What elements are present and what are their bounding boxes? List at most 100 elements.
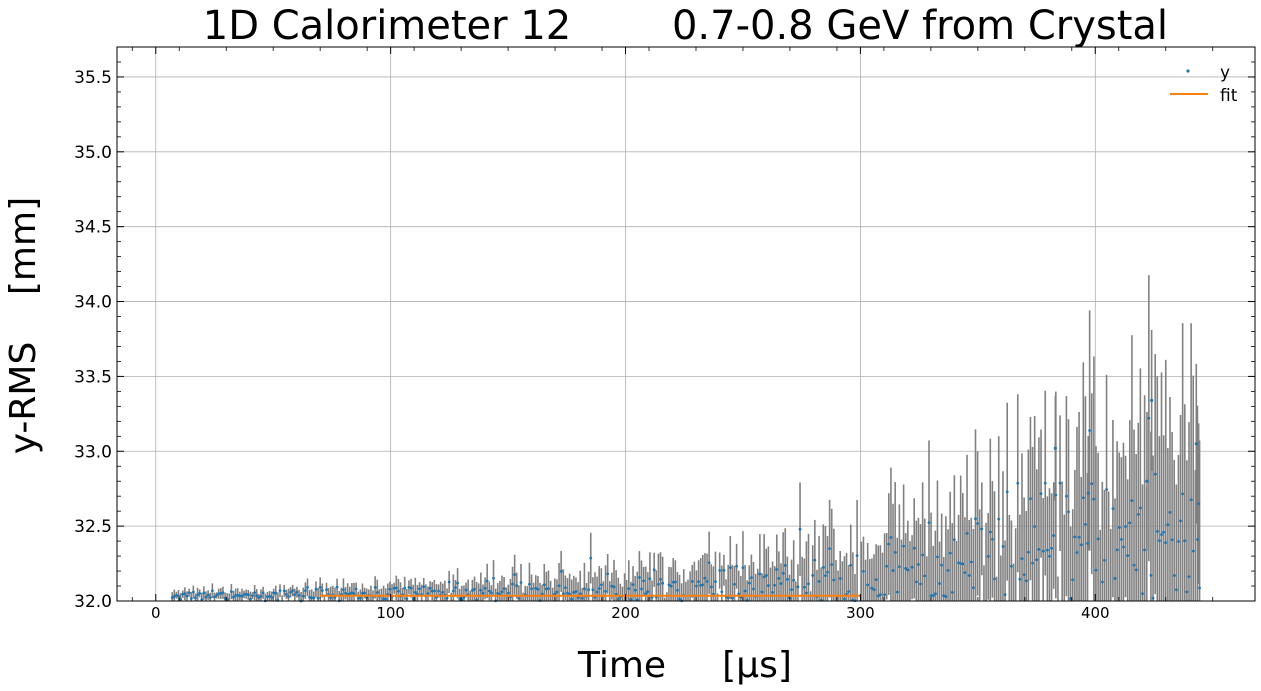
data-point — [1147, 417, 1150, 420]
data-point — [1175, 588, 1178, 591]
data-point — [748, 582, 751, 585]
data-point — [321, 589, 324, 592]
data-point — [862, 570, 865, 573]
data-point — [968, 574, 971, 577]
data-point — [1166, 523, 1169, 526]
data-point — [207, 594, 210, 597]
error-bars — [172, 275, 1199, 601]
data-point — [991, 538, 994, 541]
data-point — [923, 574, 926, 577]
data-point — [1054, 447, 1057, 450]
data-point — [704, 577, 707, 580]
data-point — [944, 595, 947, 598]
data-point — [1197, 502, 1200, 505]
data-point — [1018, 578, 1021, 581]
data-point — [1150, 399, 1153, 402]
data-point — [591, 588, 594, 591]
data-point — [1010, 565, 1013, 568]
data-point — [188, 591, 191, 594]
data-point — [832, 579, 835, 582]
data-point — [515, 584, 518, 587]
data-point — [1027, 551, 1030, 554]
data-point — [980, 527, 983, 530]
data-point — [678, 598, 681, 601]
data-point — [389, 588, 392, 591]
data-point — [934, 592, 937, 595]
data-point — [433, 590, 436, 593]
data-point — [1195, 442, 1198, 445]
data-point — [1080, 543, 1083, 546]
x-tick-label: 400 — [1081, 604, 1110, 622]
y-axis-unit: [mm] — [3, 197, 44, 295]
data-point — [974, 517, 977, 520]
data-point — [1124, 525, 1127, 528]
data-point — [750, 576, 753, 579]
y-tick-label: 32.5 — [74, 517, 112, 537]
data-point — [560, 570, 563, 573]
data-point — [465, 589, 468, 592]
data-point — [1118, 526, 1121, 529]
data-point — [1164, 541, 1167, 544]
data-point — [1150, 574, 1153, 577]
data-point — [1181, 493, 1184, 496]
data-point — [353, 592, 356, 595]
data-point — [274, 592, 277, 595]
data-point — [966, 532, 969, 535]
data-point — [249, 598, 252, 601]
x-tick-label: 300 — [846, 604, 875, 622]
data-point — [1143, 549, 1146, 552]
data-point — [418, 587, 421, 590]
data-point — [1086, 542, 1089, 545]
data-point — [1139, 506, 1142, 509]
data-point — [530, 587, 533, 590]
data-point — [359, 597, 362, 600]
data-point — [913, 547, 916, 550]
plot-frame — [117, 47, 1255, 601]
data-point — [1040, 492, 1043, 495]
data-point — [1111, 507, 1114, 510]
data-point — [1082, 496, 1085, 499]
data-point — [1071, 578, 1074, 581]
data-point — [473, 588, 476, 591]
data-point — [395, 586, 398, 589]
data-point — [581, 597, 584, 600]
data-point — [454, 586, 457, 589]
data-point — [1076, 551, 1079, 554]
data-point — [752, 588, 755, 591]
data-point — [384, 598, 387, 601]
data-point — [807, 582, 810, 585]
data-point — [410, 587, 413, 590]
data-point — [932, 594, 935, 597]
data-point — [1033, 525, 1036, 528]
data-point — [287, 595, 290, 598]
data-point — [630, 598, 633, 601]
data-point — [1105, 488, 1108, 491]
data-point — [1160, 533, 1163, 536]
data-point — [1088, 429, 1091, 432]
data-point — [811, 574, 814, 577]
data-point — [1154, 473, 1157, 476]
data-point — [646, 590, 649, 593]
data-point — [938, 582, 941, 585]
data-point — [441, 591, 444, 594]
data-point — [587, 588, 590, 591]
data-point — [403, 587, 406, 590]
data-point — [209, 596, 212, 599]
data-point — [1135, 569, 1138, 572]
data-point — [1059, 482, 1062, 485]
data-point — [896, 591, 899, 594]
data-point — [805, 592, 808, 595]
y-axis-title: y-RMS — [3, 342, 44, 455]
data-point — [186, 595, 189, 598]
grid — [117, 47, 1255, 601]
data-point — [701, 583, 704, 586]
data-point — [285, 593, 288, 596]
data-point — [556, 591, 559, 594]
data-point — [422, 585, 425, 588]
data-point — [659, 578, 662, 581]
axis-ticks — [117, 47, 1255, 601]
data-point — [562, 592, 565, 595]
data-point — [1054, 494, 1057, 497]
data-point — [1196, 538, 1199, 541]
data-point — [376, 591, 379, 594]
